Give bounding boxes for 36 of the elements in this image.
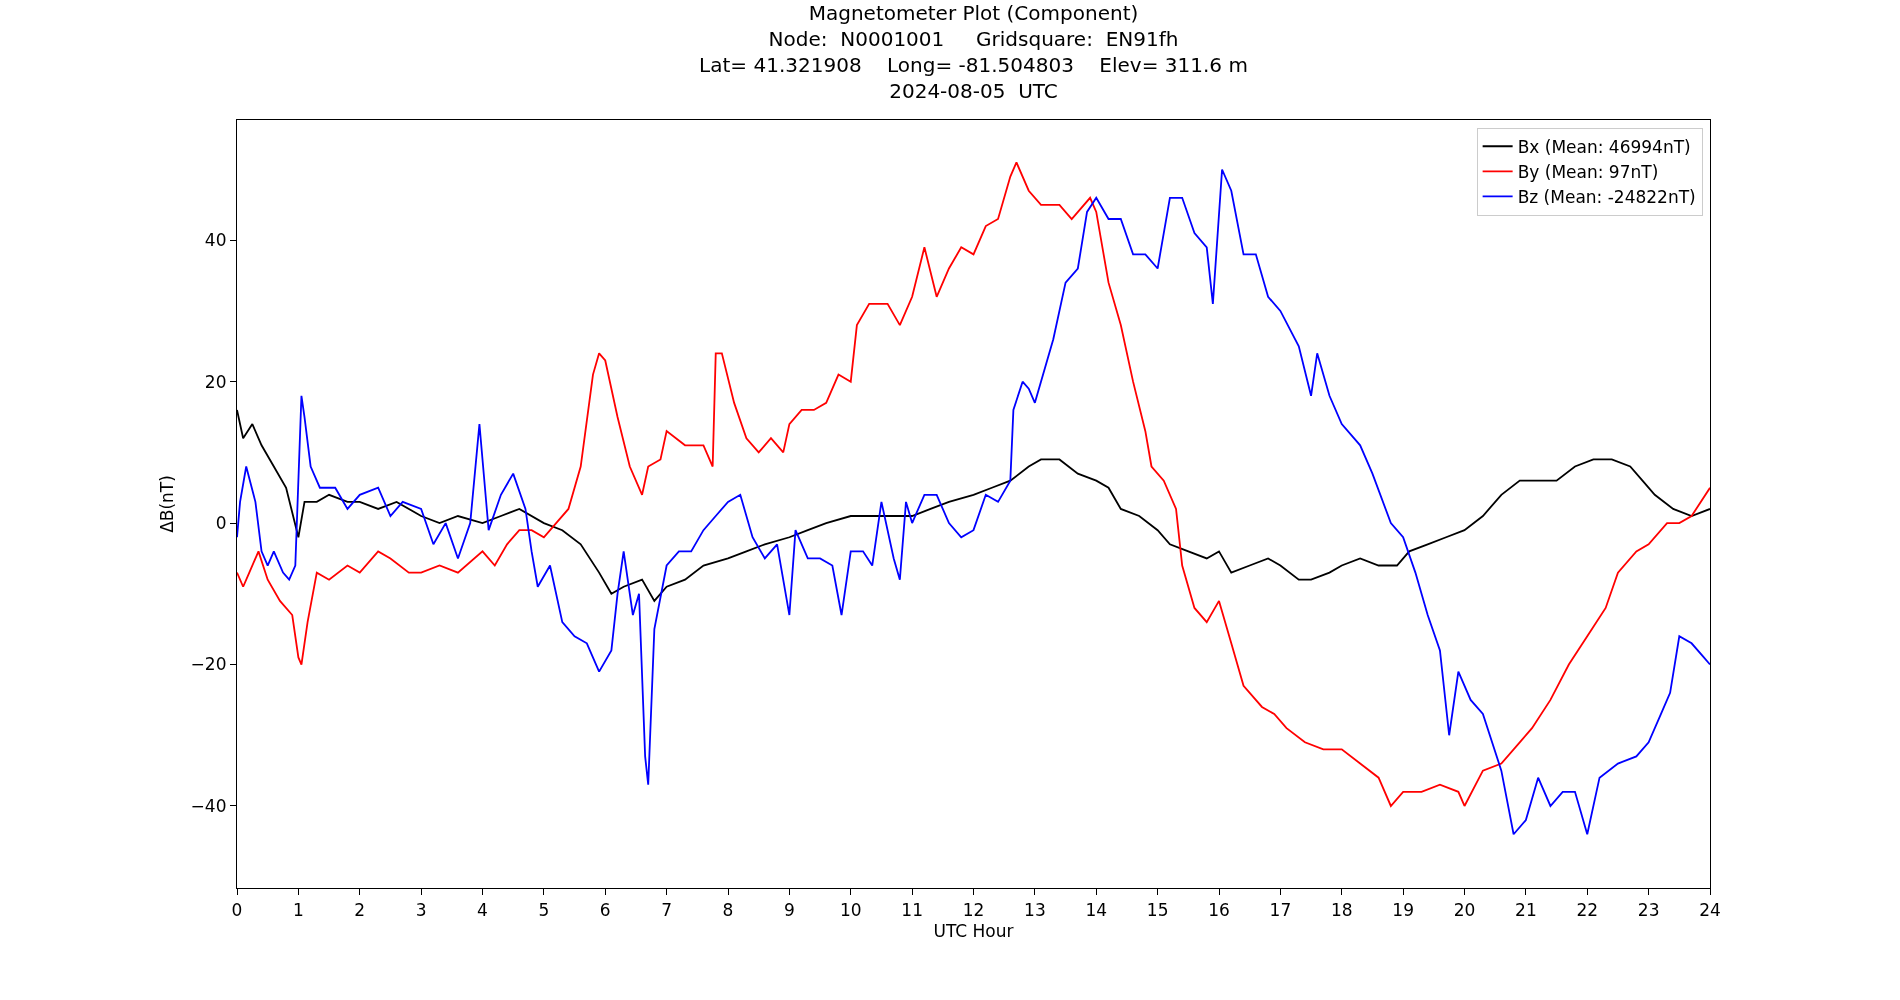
x-tick-label: 22	[1576, 899, 1599, 920]
x-tick-label: 9	[783, 899, 795, 920]
x-tick-label: 15	[1146, 899, 1169, 920]
x-tick-label: 24	[1699, 899, 1721, 920]
x-tick-label: 2	[354, 899, 366, 920]
y-tick-label: 20	[204, 371, 227, 392]
x-tick-label: 5	[538, 899, 550, 920]
x-tick-label: 19	[1392, 899, 1414, 920]
x-tick-label: 1	[292, 899, 304, 920]
x-tick-label: 23	[1637, 899, 1660, 920]
x-tick-label: 10	[839, 899, 862, 920]
x-tick-label: 11	[901, 899, 923, 920]
x-tick-label: 14	[1085, 899, 1108, 920]
chart-title: Magnetometer Plot (Component) Node: N0001001 Gridsquare: EN91fh Lat= 41.321908 Long= -81.504803 Elev= 311.6 m 2024-08-05 UTC	[699, 1, 1248, 103]
x-tick-label: 8	[722, 899, 734, 920]
x-tick-label: 21	[1515, 899, 1537, 920]
x-tick-label: 17	[1269, 899, 1292, 920]
x-tick-label: 18	[1330, 899, 1353, 920]
legend-label: By (Mean: 97nT)	[1517, 161, 1659, 182]
x-tick-label: 6	[599, 899, 611, 920]
x-tick-label: 20	[1453, 899, 1476, 920]
y-tick-label: 0	[215, 513, 227, 534]
x-tick-label: 0	[231, 899, 243, 920]
y-tick-label: 40	[204, 230, 227, 251]
y-axis-title: ΔB(nT)	[157, 475, 178, 533]
legend-label: Bz (Mean: -24822nT)	[1517, 187, 1696, 208]
x-tick-label: 7	[661, 899, 673, 920]
x-tick-label: 4	[477, 899, 488, 920]
x-tick-label: 3	[415, 899, 427, 920]
y-tick-label: −20	[190, 654, 227, 675]
x-axis-title: UTC Hour	[933, 920, 1014, 941]
x-tick-label: 16	[1208, 899, 1230, 920]
legend-label: Bx (Mean: 46994nT)	[1517, 136, 1691, 157]
y-tick-label: −40	[190, 795, 227, 816]
x-tick-label: 12	[962, 899, 985, 920]
x-tick-label: 13	[1024, 899, 1046, 920]
